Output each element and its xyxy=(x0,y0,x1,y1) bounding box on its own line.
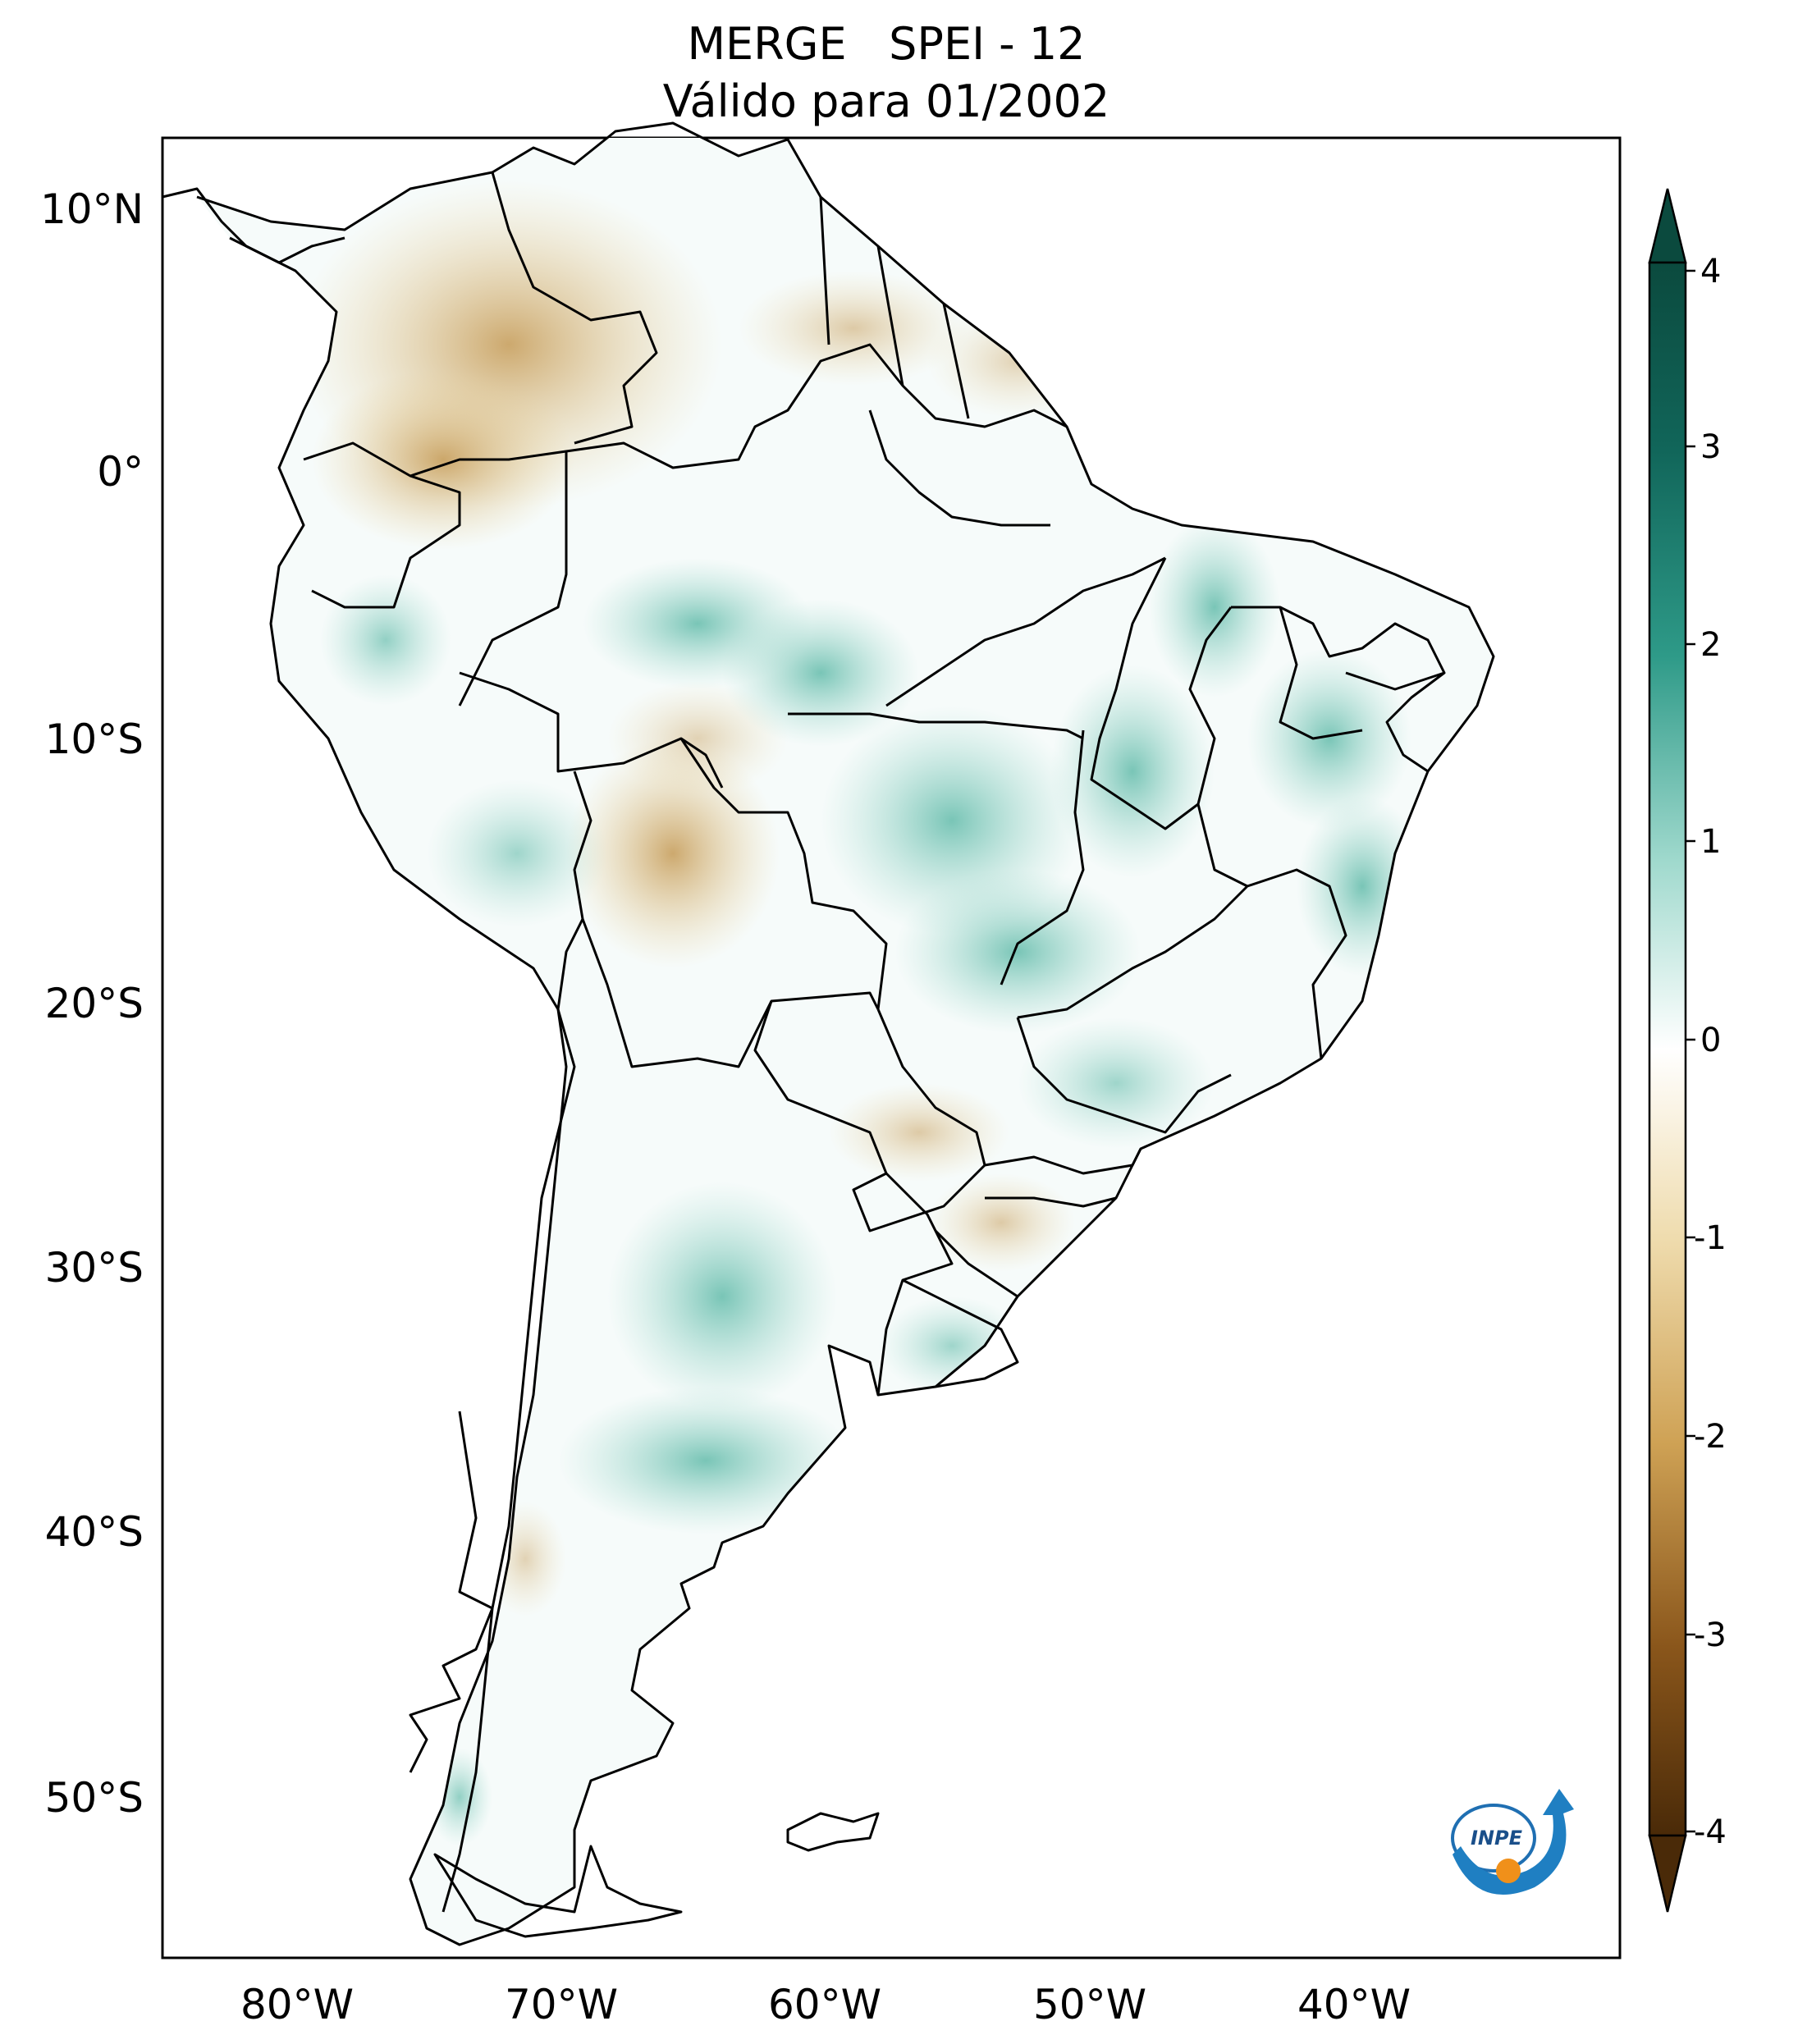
logo-sun xyxy=(1496,1859,1521,1883)
colorbar-extend-min xyxy=(1648,1834,1687,1913)
logo-swoosh xyxy=(1453,1789,1574,1895)
island-falklands xyxy=(786,1812,880,1852)
lat-tick-10n: 10°N xyxy=(40,185,144,233)
lat-tick-labels: 10°N 0° 10°S 20°S 30°S 40°S 50°S xyxy=(40,185,144,1822)
inpe-logo: INPE xyxy=(1451,1789,1574,1895)
logo-orbit xyxy=(1451,1804,1536,1873)
colorbar-tick-4: 4 xyxy=(1700,253,1721,290)
colorbar-tick-neg2: -2 xyxy=(1694,1418,1727,1456)
border-colombia-peru xyxy=(409,450,568,706)
logo-text: INPE xyxy=(1471,1827,1523,1850)
border-bolivia-south xyxy=(581,918,880,1068)
colorbar-body xyxy=(1648,261,1687,1837)
map-title-line2: Válido para 01/2002 xyxy=(663,75,1109,127)
colorbar-extend-max xyxy=(1648,188,1687,264)
colorbar-tick-neg3: -3 xyxy=(1694,1616,1727,1654)
border-paraguay xyxy=(753,1000,986,1232)
lon-tick-80w: 80°W xyxy=(240,1981,354,2028)
lon-tick-40w: 40°W xyxy=(1297,1981,1411,2028)
colorbar: 4 3 2 1 0 -1 -2 -3 -4 xyxy=(1648,188,1727,1913)
colorbar-tick-3: 3 xyxy=(1700,428,1721,466)
map-title-line1: MERGE SPEI - 12 xyxy=(687,18,1085,70)
central-america xyxy=(162,187,345,264)
lat-tick-20s: 20°S xyxy=(45,980,144,1027)
colorbar-tick-2: 2 xyxy=(1700,626,1721,664)
lat-tick-10s: 10°S xyxy=(45,716,144,763)
border-guianas xyxy=(819,196,970,419)
border-brazil-states-5 xyxy=(984,1017,1232,1175)
border-uruguay xyxy=(902,1278,1019,1388)
border-argentina-uruguay xyxy=(876,1172,954,1396)
border-brazil-north xyxy=(565,343,1068,469)
border-brazil-states-4 xyxy=(1017,803,1347,1059)
border-brazil-states-6 xyxy=(934,1196,1117,1298)
lon-tick-labels: 80°W 70°W 60°W 50°W 40°W xyxy=(240,1981,1411,2028)
lon-tick-50w: 50°W xyxy=(1033,1981,1146,2028)
border-bolivia-brazil xyxy=(679,738,888,1010)
colorbar-tick-0: 0 xyxy=(1700,1022,1721,1059)
border-peru-bolivia xyxy=(556,771,592,1010)
lon-tick-60w: 60°W xyxy=(768,1981,881,2028)
border-brazil-states-3 xyxy=(1090,557,1233,830)
border-brazil-states-1 xyxy=(868,409,1166,707)
lat-tick-40s: 40°S xyxy=(45,1508,144,1556)
lat-tick-0: 0° xyxy=(97,448,144,496)
colorbar-ticks xyxy=(1686,269,1695,1833)
border-colombia-venezuela xyxy=(491,171,658,445)
colorbar-tick-1: 1 xyxy=(1700,823,1721,861)
colorbar-tick-neg1: -1 xyxy=(1694,1219,1727,1257)
colorbar-tick-neg4: -4 xyxy=(1694,1813,1727,1851)
borders xyxy=(162,121,1495,1946)
lat-tick-50s: 50°S xyxy=(45,1774,144,1822)
lon-tick-70w: 70°W xyxy=(505,1981,618,2028)
border-brazil-ne-states xyxy=(1231,606,1446,773)
island-tierra-del-fuego xyxy=(433,1845,683,1938)
continent-outline xyxy=(196,121,1495,1946)
border-peru-brazil xyxy=(459,671,724,789)
border-chile-argentina xyxy=(441,1008,576,1913)
lat-tick-30s: 30°S xyxy=(45,1244,144,1292)
border-ecuador-peru xyxy=(303,441,461,609)
chile-coast-islands xyxy=(409,1411,494,1773)
border-brazil-states-2 xyxy=(788,712,1085,985)
